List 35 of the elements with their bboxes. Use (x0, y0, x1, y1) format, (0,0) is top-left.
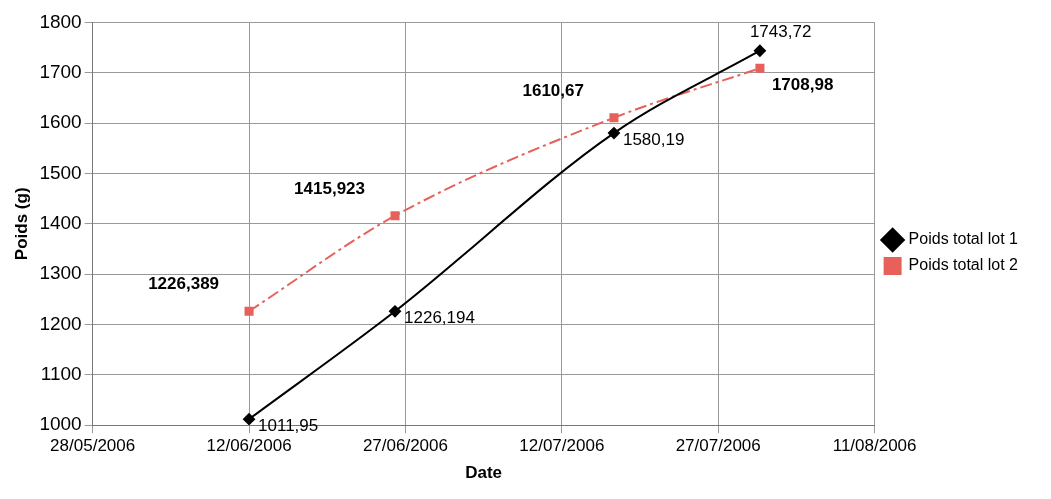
x-axis-title: Date (465, 463, 503, 483)
point (755, 63, 765, 73)
point (607, 127, 620, 140)
data-label: 1708,98 (771, 75, 834, 95)
data-label: 1580,19 (622, 130, 685, 150)
data-label: 1610,67 (522, 80, 584, 100)
y-tick-label: 1400 (39, 212, 82, 234)
x-tick-label: 11/08/2006 (832, 436, 917, 456)
y-tick-label: 1600 (39, 111, 82, 133)
data-label: 1415,923 (294, 178, 366, 198)
y-tick-label: 1700 (39, 60, 82, 82)
x-tick-label: 27/06/2006 (362, 436, 448, 456)
y-axis-title: Poids (g) (11, 187, 31, 261)
x-tick-label: 12/06/2006 (206, 436, 292, 456)
point (389, 305, 402, 318)
point (243, 413, 256, 426)
y-tick-label: 1100 (40, 363, 82, 385)
y-tick-label: 1800 (39, 10, 82, 32)
y-tick-label: 1200 (39, 312, 82, 334)
point (390, 211, 400, 221)
data-label: 1743,72 (749, 21, 812, 41)
point (244, 306, 254, 316)
point (753, 44, 766, 57)
point (609, 113, 619, 123)
data-label: 1226,389 (148, 274, 220, 294)
y-tick-label: 1500 (39, 161, 82, 183)
y-tick-label: 1000 (39, 413, 82, 435)
legend-label: Poids total lot 2 (908, 256, 1019, 274)
legend-label: Poids total lot 1 (908, 230, 1019, 248)
data-label: 1226,194 (404, 308, 475, 328)
x-tick-label: 27/07/2006 (675, 436, 761, 456)
x-tick-label: 12/07/2006 (519, 436, 605, 456)
data-label: 1011,95 (258, 416, 319, 436)
y-tick-label: 1300 (39, 262, 82, 284)
x-tick-label: 28/05/2006 (50, 436, 136, 456)
